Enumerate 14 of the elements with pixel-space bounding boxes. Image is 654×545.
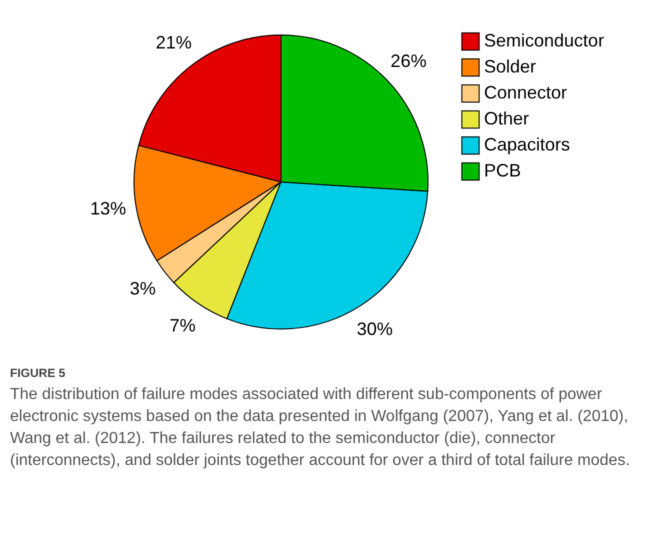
- text: The distribution of failure modes associated with different sub-components of power electronic systems based on the data presented in Wolfgang (2007), Yang et al. (2010), Wang et al. (2012). The failures related to the semiconductor (die), connector (interconnects), and solder joints together account for over a third of total failure modes.: [10, 385, 631, 471]
- legend-label: Solder: [484, 56, 536, 76]
- data-label: 21%: [156, 32, 192, 53]
- caption: FIGURE 5: [10, 366, 66, 380]
- legend-label: Semiconductor: [484, 30, 604, 50]
- legend-label: Other: [484, 108, 530, 128]
- data-label: 7%: [170, 316, 196, 336]
- data-label: 13%: [90, 198, 126, 218]
- data-label: 3%: [130, 278, 156, 298]
- legend-label: PCB: [484, 160, 522, 180]
- legend-label: Connector: [484, 82, 568, 102]
- data-label: 26%: [390, 51, 427, 72]
- legend-label: Capacitors: [484, 134, 570, 154]
- data-label: 30%: [356, 318, 393, 339]
